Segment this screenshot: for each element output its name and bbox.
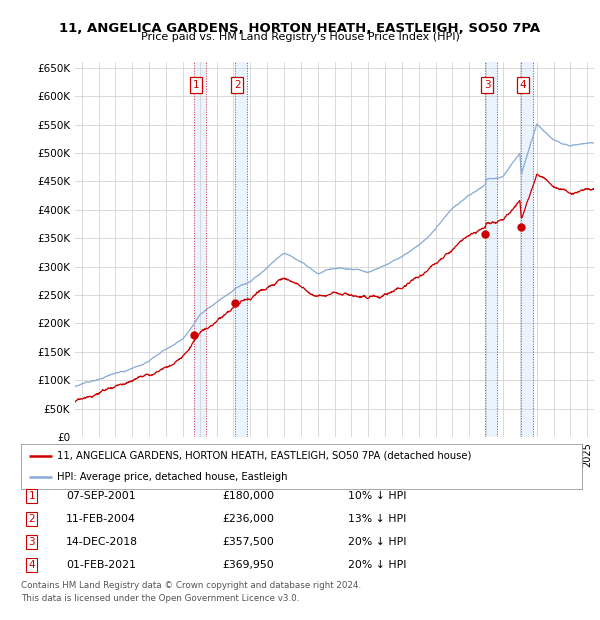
Text: HPI: Average price, detached house, Eastleigh: HPI: Average price, detached house, East… [58, 471, 288, 482]
Text: 3: 3 [484, 80, 490, 90]
Text: 2: 2 [234, 80, 241, 90]
Text: £357,500: £357,500 [222, 537, 274, 547]
Text: 11, ANGELICA GARDENS, HORTON HEATH, EASTLEIGH, SO50 7PA (detached house): 11, ANGELICA GARDENS, HORTON HEATH, EAST… [58, 451, 472, 461]
Text: 14-DEC-2018: 14-DEC-2018 [66, 537, 138, 547]
Text: 1: 1 [28, 491, 35, 501]
Text: 20% ↓ HPI: 20% ↓ HPI [348, 560, 407, 570]
Text: 13% ↓ HPI: 13% ↓ HPI [348, 514, 406, 524]
Bar [235, 62, 247, 437]
Text: Price paid vs. HM Land Registry's House Price Index (HPI): Price paid vs. HM Land Registry's House … [140, 32, 460, 42]
Text: 11, ANGELICA GARDENS, HORTON HEATH, EASTLEIGH, SO50 7PA: 11, ANGELICA GARDENS, HORTON HEATH, EAST… [59, 22, 541, 35]
Text: 4: 4 [520, 80, 526, 90]
Text: 2: 2 [28, 514, 35, 524]
Text: 1: 1 [193, 80, 199, 90]
Text: 01-FEB-2021: 01-FEB-2021 [66, 560, 136, 570]
Text: £180,000: £180,000 [222, 491, 274, 501]
Bar [194, 62, 206, 437]
Text: £236,000: £236,000 [222, 514, 274, 524]
Text: 3: 3 [28, 537, 35, 547]
Text: 10% ↓ HPI: 10% ↓ HPI [348, 491, 407, 501]
Text: 20% ↓ HPI: 20% ↓ HPI [348, 537, 407, 547]
Text: Contains HM Land Registry data © Crown copyright and database right 2024.: Contains HM Land Registry data © Crown c… [21, 581, 361, 590]
Text: 07-SEP-2001: 07-SEP-2001 [66, 491, 136, 501]
Text: £369,950: £369,950 [222, 560, 274, 570]
Bar [521, 62, 533, 437]
Bar [485, 62, 497, 437]
Text: 11-FEB-2004: 11-FEB-2004 [66, 514, 136, 524]
Text: This data is licensed under the Open Government Licence v3.0.: This data is licensed under the Open Gov… [21, 593, 299, 603]
Text: 4: 4 [28, 560, 35, 570]
